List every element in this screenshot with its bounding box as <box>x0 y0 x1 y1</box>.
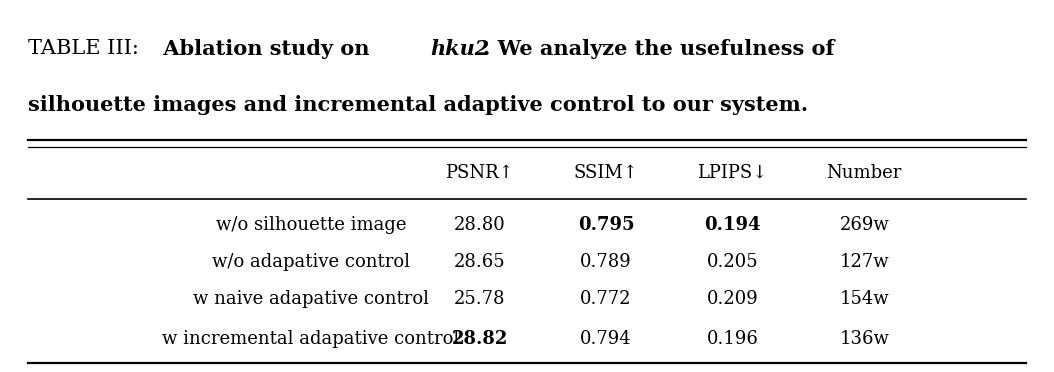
Text: PSNR↑: PSNR↑ <box>445 164 514 182</box>
Text: 136w: 136w <box>839 330 890 347</box>
Text: 28.82: 28.82 <box>451 330 508 347</box>
Text: 269w: 269w <box>839 216 890 234</box>
Text: Ablation study on: Ablation study on <box>156 39 376 59</box>
Text: 25.78: 25.78 <box>454 291 505 308</box>
Text: 28.65: 28.65 <box>454 253 505 271</box>
Text: 28.80: 28.80 <box>453 216 506 234</box>
Text: silhouette images and incremental adaptive control to our system.: silhouette images and incremental adapti… <box>28 95 808 115</box>
Text: w/o adapative control: w/o adapative control <box>212 253 410 271</box>
Text: 0.794: 0.794 <box>581 330 631 347</box>
Text: 127w: 127w <box>839 253 890 271</box>
Text: 0.194: 0.194 <box>704 216 761 234</box>
Text: . We analyze the usefulness of: . We analyze the usefulness of <box>483 39 834 59</box>
Text: 154w: 154w <box>839 291 890 308</box>
Text: 0.789: 0.789 <box>580 253 632 271</box>
Text: w/o silhouette image: w/o silhouette image <box>216 216 406 234</box>
Text: w naive adapative control: w naive adapative control <box>193 291 429 308</box>
Text: LPIPS↓: LPIPS↓ <box>698 164 767 182</box>
Text: hku2: hku2 <box>430 39 489 59</box>
Text: 0.196: 0.196 <box>706 330 759 347</box>
Text: w incremental adapative control: w incremental adapative control <box>162 330 460 347</box>
Text: 0.772: 0.772 <box>581 291 631 308</box>
Text: SSIM↑: SSIM↑ <box>573 164 639 182</box>
Text: 0.209: 0.209 <box>706 291 759 308</box>
Text: 0.795: 0.795 <box>578 216 635 234</box>
Text: TABLE III:: TABLE III: <box>28 39 139 58</box>
Text: 0.205: 0.205 <box>707 253 758 271</box>
Text: Number: Number <box>826 164 902 182</box>
